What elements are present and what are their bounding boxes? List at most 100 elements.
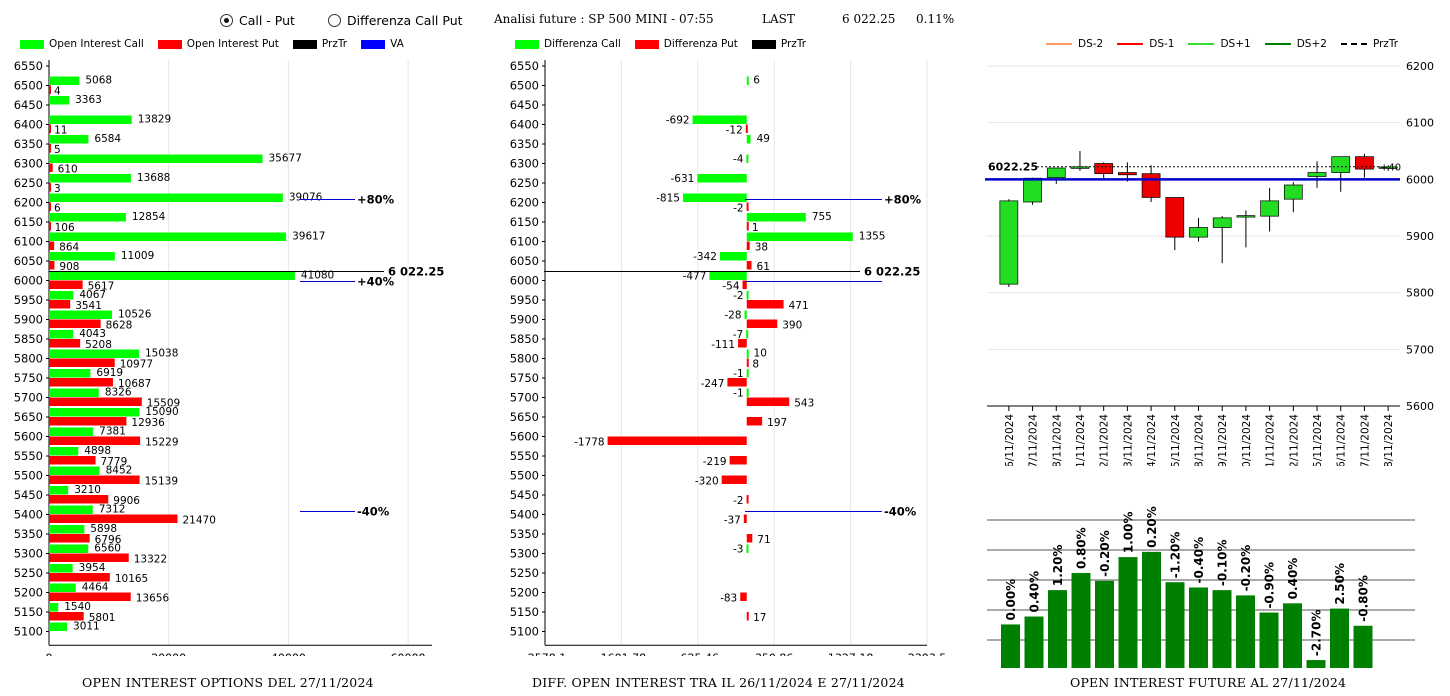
put-bar <box>740 592 747 601</box>
call-value-label: 10 <box>754 348 767 360</box>
put-bar <box>49 280 83 289</box>
put-value-label: 10165 <box>115 573 148 585</box>
open-interest-options-chart: 0200004000060000655065005068464503363640… <box>14 59 445 656</box>
put-value-label: 8628 <box>106 320 133 332</box>
call-value-label: -4 <box>733 154 744 166</box>
y-tick-label: 5700 <box>14 391 43 405</box>
legend-label: PrzTr <box>321 38 348 50</box>
y-tick-label: 5850 <box>510 332 539 346</box>
call-bar <box>49 252 115 261</box>
y-tick-label: 5950 <box>14 293 43 307</box>
oi-bar-label: 0.00% <box>1004 579 1018 621</box>
candle-body <box>1094 163 1114 175</box>
call-bar <box>49 96 70 105</box>
x-tick-label: 15/11/2024 <box>1170 414 1182 466</box>
y-tick-label: 5200 <box>510 586 539 600</box>
legend-label: DS+2 <box>1296 38 1327 50</box>
put-value-label: 13656 <box>136 593 170 605</box>
put-bar <box>49 417 127 426</box>
call-value-label: 8452 <box>106 465 133 477</box>
put-bar <box>49 319 101 328</box>
put-bar <box>49 241 55 250</box>
x-tick-label: 2303.5 <box>908 651 947 656</box>
put-value-label: -2 <box>733 203 743 215</box>
put-bar <box>746 417 763 426</box>
put-value-label: 61 <box>757 261 770 273</box>
call-bar <box>697 174 747 183</box>
radio-indicator-selected[interactable] <box>220 14 233 27</box>
call-bar <box>746 369 749 378</box>
put-value-label: -247 <box>701 378 725 390</box>
put-value-label: 3541 <box>75 300 102 312</box>
legend-middle: Differenza Call Differenza Put PrzTr <box>515 37 820 51</box>
oi-bar-label: 0.20% <box>1145 506 1159 548</box>
put-value-label: 3 <box>54 183 61 195</box>
oi-bar <box>1071 572 1091 668</box>
y-tick-label: 6000 <box>510 274 539 288</box>
x-tick-label: 21/11/2024 <box>1265 414 1277 466</box>
candle-body <box>1355 156 1374 170</box>
call-bar <box>49 486 69 495</box>
oi-bar <box>1212 590 1232 668</box>
x-tick-label: 22/11/2024 <box>1288 414 1300 466</box>
call-value-label: -1 <box>733 388 743 400</box>
call-value-label: 13829 <box>138 114 171 126</box>
call-value-label: 5898 <box>90 523 117 535</box>
radio-call-put[interactable]: Call - Put <box>220 13 295 28</box>
y-tick-label: 6450 <box>14 98 43 112</box>
put-value-label: 6796 <box>95 534 122 546</box>
call-bar <box>746 349 749 358</box>
call-value-label: -477 <box>683 271 707 283</box>
call-value-label: 39617 <box>292 231 325 243</box>
put-bar <box>746 222 749 231</box>
legend-item-oi-put: Open Interest Put <box>157 38 279 50</box>
call-value-label: 1355 <box>859 231 886 243</box>
x-tick-label: 0 <box>46 651 53 656</box>
oi-bar <box>1259 612 1279 668</box>
put-bar <box>49 300 71 309</box>
call-bar <box>49 310 112 319</box>
call-bar <box>49 232 287 241</box>
put-value-label: -37 <box>724 515 741 527</box>
put-value-label: 543 <box>794 398 814 410</box>
legend-item-diff-call: Differenza Call <box>515 38 621 50</box>
put-value-label: 13322 <box>134 554 167 566</box>
radio-differenza[interactable]: Differenza Call Put <box>328 13 463 28</box>
radio-indicator[interactable] <box>328 14 341 27</box>
legend-swatch <box>20 39 44 49</box>
call-value-label: 12854 <box>132 211 166 223</box>
y-tick-label: 6350 <box>14 137 43 151</box>
legend-item-diff-put: Differenza Put <box>634 38 738 50</box>
y-tick-label: 5550 <box>14 449 43 463</box>
call-bar <box>719 252 747 261</box>
legend-label: DS-2 <box>1078 38 1104 50</box>
call-value-label: -28 <box>724 310 741 322</box>
put-bar <box>745 124 748 133</box>
put-value-label: 197 <box>767 417 787 429</box>
put-bar <box>49 85 51 94</box>
put-value-label: 1 <box>752 222 759 234</box>
call-bar <box>746 135 751 144</box>
y-tick-label: 5350 <box>14 527 43 541</box>
y-tick-label: 6050 <box>14 254 43 268</box>
put-value-label: 12936 <box>131 417 165 429</box>
put-value-label: 5801 <box>89 612 116 624</box>
call-bar <box>746 330 749 339</box>
y-tick-label: 5600 <box>510 430 539 444</box>
y-tick-label: 5700 <box>510 391 539 405</box>
last-tag: +40 <box>1380 163 1401 174</box>
put-bar <box>49 124 51 133</box>
y-tick-label: 5500 <box>510 469 539 483</box>
put-value-label: 390 <box>782 320 802 332</box>
legend-item-przTr: PrzTr <box>751 38 806 50</box>
put-value-label: 21470 <box>182 515 215 527</box>
put-value-label: -54 <box>722 281 739 293</box>
y-tick-label: 5150 <box>510 605 539 619</box>
put-bar <box>746 612 749 621</box>
candle-body <box>1378 166 1398 169</box>
call-bar <box>49 603 59 612</box>
call-bar <box>49 291 74 300</box>
call-bar <box>49 544 89 553</box>
oi-bar <box>1095 580 1114 668</box>
put-bar <box>49 514 178 523</box>
